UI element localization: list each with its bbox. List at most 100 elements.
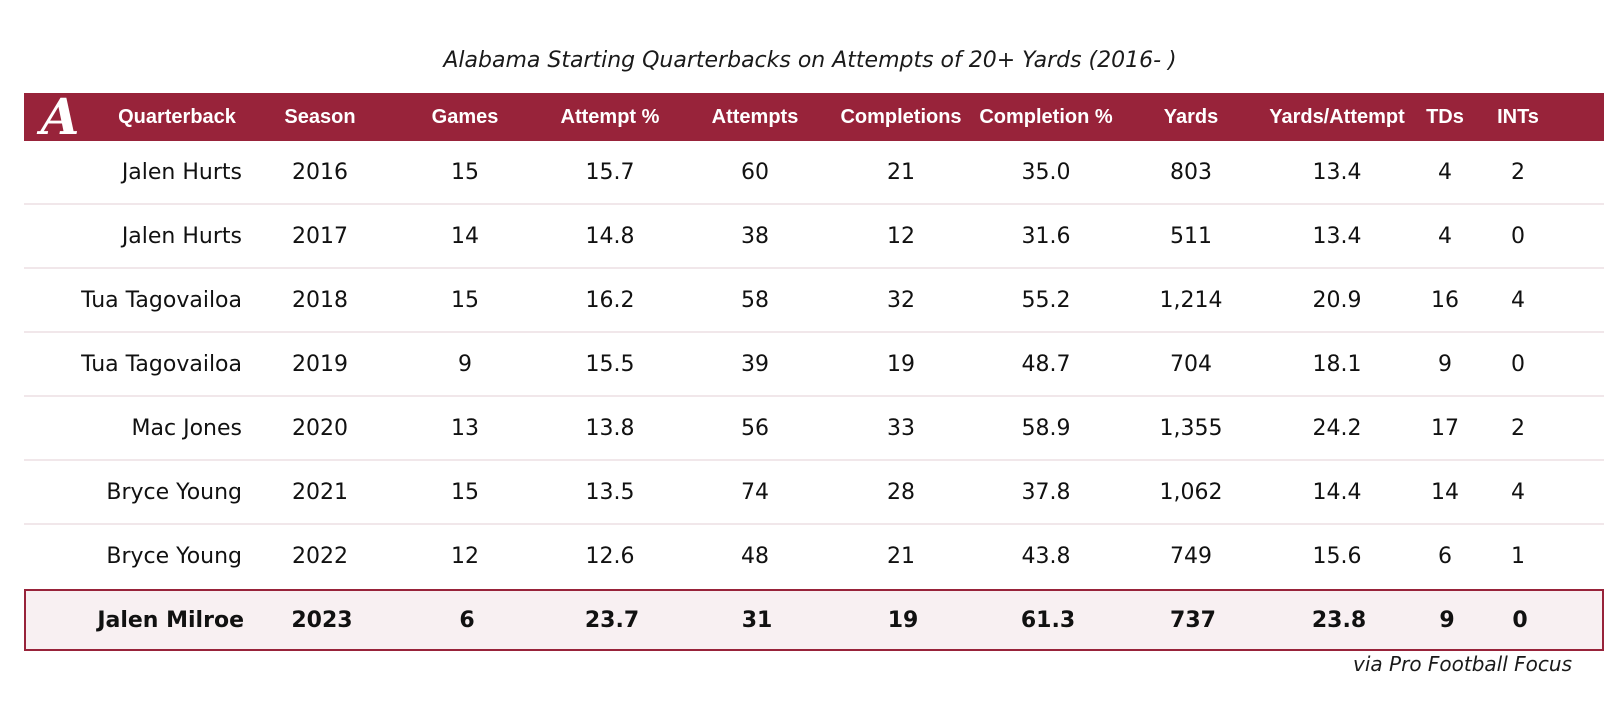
cell-tds: 4 <box>1438 223 1452 249</box>
cell-attempts: 74 <box>741 479 769 505</box>
cell-attempts: 60 <box>741 159 769 185</box>
cell-quarterback: Bryce Young <box>106 479 242 505</box>
table-row: Jalen Hurts 2016 15 15.7 60 21 35.0 803 13.4 4 2 <box>24 141 1604 205</box>
cell-completion: 61.3 <box>1020 607 1076 633</box>
cell-games: 6 <box>459 607 475 633</box>
cell-yards: 511 <box>1170 223 1212 249</box>
cell-quarterback: Jalen Hurts <box>121 223 242 249</box>
cell-yards-attempt: 20.9 <box>1312 287 1362 313</box>
header-ints: INTs <box>1497 105 1539 128</box>
cell-games: 15 <box>451 479 479 505</box>
cell-attempts: 39 <box>741 351 769 377</box>
table-row: Bryce Young 2022 12 12.6 48 21 43.8 749 15.6 6 1 <box>24 525 1604 587</box>
cell-completions: 32 <box>887 287 915 313</box>
cell-yards-attempt: 13.4 <box>1312 223 1362 249</box>
header-yards: Yards <box>1163 105 1219 128</box>
cell-completions: 19 <box>887 607 919 633</box>
cell-season: 2019 <box>292 351 348 377</box>
cell-yards-attempt: 23.8 <box>1311 607 1367 633</box>
cell-yards-attempt: 13.4 <box>1312 159 1362 185</box>
cell-season: 2018 <box>292 287 348 313</box>
cell-yards: 1,214 <box>1159 287 1223 313</box>
cell-ints: 1 <box>1511 543 1525 569</box>
cell-attempt: 23.7 <box>584 607 640 633</box>
cell-attempt: 15.5 <box>585 351 635 377</box>
cell-completion: 37.8 <box>1021 479 1071 505</box>
cell-completion: 43.8 <box>1021 543 1071 569</box>
cell-season: 2023 <box>291 607 353 633</box>
cell-yards-attempt: 24.2 <box>1312 415 1362 441</box>
cell-tds: 14 <box>1431 479 1459 505</box>
header-yards-attempt: Yards/Attempt <box>1269 105 1405 128</box>
cell-attempts: 31 <box>741 607 773 633</box>
stats-table: A Quarterback Season Games Attempt % Attempt… <box>24 87 1604 651</box>
alabama-logo: A <box>40 87 80 146</box>
header-quarterback: Quarterback <box>118 105 236 128</box>
cell-quarterback: Mac Jones <box>131 415 242 441</box>
cell-yards: 1,062 <box>1159 479 1223 505</box>
cell-ints: 4 <box>1511 479 1525 505</box>
cell-tds: 9 <box>1438 351 1452 377</box>
header-attempt: Attempt % <box>560 105 660 128</box>
cell-season: 2020 <box>292 415 348 441</box>
cell-attempt: 13.8 <box>585 415 635 441</box>
cell-attempts: 58 <box>741 287 769 313</box>
cell-tds: 9 <box>1439 607 1455 633</box>
cell-ints: 0 <box>1511 223 1525 249</box>
cell-ints: 2 <box>1511 159 1525 185</box>
cell-yards: 737 <box>1170 607 1216 633</box>
cell-ints: 4 <box>1511 287 1525 313</box>
table-row: Bryce Young 2021 15 13.5 74 28 37.8 1,062 14.4 14… <box>24 461 1604 525</box>
table-row: Tua Tagovailoa 2018 15 16.2 58 32 55.2 1,214 20.… <box>24 269 1604 333</box>
cell-ints: 0 <box>1512 607 1528 633</box>
cell-completion: 35.0 <box>1021 159 1071 185</box>
cell-attempt: 16.2 <box>585 287 635 313</box>
cell-completions: 33 <box>887 415 915 441</box>
cell-games: 15 <box>451 159 479 185</box>
cell-completions: 28 <box>887 479 915 505</box>
header-attempts: Attempts <box>711 105 799 128</box>
cell-yards-attempt: 14.4 <box>1312 479 1362 505</box>
table-row-highlighted: Jalen Milroe 2023 6 23.7 31 19 61.3 737 23.8 9 0 <box>24 589 1604 651</box>
cell-quarterback: Tua Tagovailoa <box>81 287 242 313</box>
cell-games: 15 <box>451 287 479 313</box>
cell-completion: 31.6 <box>1021 223 1071 249</box>
cell-attempts: 48 <box>741 543 769 569</box>
table-header: A Quarterback Season Games Attempt % Attempt… <box>24 87 1604 146</box>
cell-attempt: 15.7 <box>585 159 635 185</box>
cell-tds: 17 <box>1431 415 1459 441</box>
cell-season: 2016 <box>292 159 348 185</box>
source-note: via Pro Football Focus <box>1353 652 1572 676</box>
cell-attempt: 12.6 <box>585 543 635 569</box>
cell-ints: 0 <box>1511 351 1525 377</box>
table-row: Mac Jones 2020 13 13.8 56 33 58.9 1,355 24.2 17 2 <box>24 397 1604 461</box>
cell-yards: 704 <box>1170 351 1212 377</box>
cell-ints: 2 <box>1511 415 1525 441</box>
cell-games: 12 <box>451 543 479 569</box>
header-tds: TDs <box>1426 105 1464 128</box>
cell-attempts: 38 <box>741 223 769 249</box>
cell-completions: 12 <box>887 223 915 249</box>
cell-quarterback: Bryce Young <box>106 543 242 569</box>
header-completion: Completion % <box>979 105 1113 128</box>
cell-tds: 4 <box>1438 159 1452 185</box>
cell-games: 14 <box>451 223 479 249</box>
cell-games: 9 <box>458 351 472 377</box>
chart-title: Alabama Starting Quarterbacks on Attempt… <box>443 48 1177 73</box>
cell-completions: 21 <box>887 159 915 185</box>
header-completions: Completions <box>840 105 962 128</box>
cell-tds: 16 <box>1431 287 1459 313</box>
cell-season: 2021 <box>292 479 348 505</box>
cell-completion: 48.7 <box>1021 351 1071 377</box>
cell-quarterback: Jalen Milroe <box>97 607 244 633</box>
table-row: Tua Tagovailoa 2019 9 15.5 39 19 48.7 704 18.1 9 0 <box>24 333 1604 397</box>
cell-attempt: 14.8 <box>585 223 635 249</box>
cell-yards: 1,355 <box>1159 415 1223 441</box>
table-row: Jalen Hurts 2017 14 14.8 38 12 31.6 511 13.4 4 0 <box>24 205 1604 269</box>
cell-yards: 803 <box>1170 159 1212 185</box>
cell-quarterback: Tua Tagovailoa <box>81 351 242 377</box>
cell-attempts: 56 <box>741 415 769 441</box>
cell-season: 2017 <box>292 223 348 249</box>
header-games: Games <box>431 105 499 128</box>
cell-completion: 58.9 <box>1021 415 1071 441</box>
